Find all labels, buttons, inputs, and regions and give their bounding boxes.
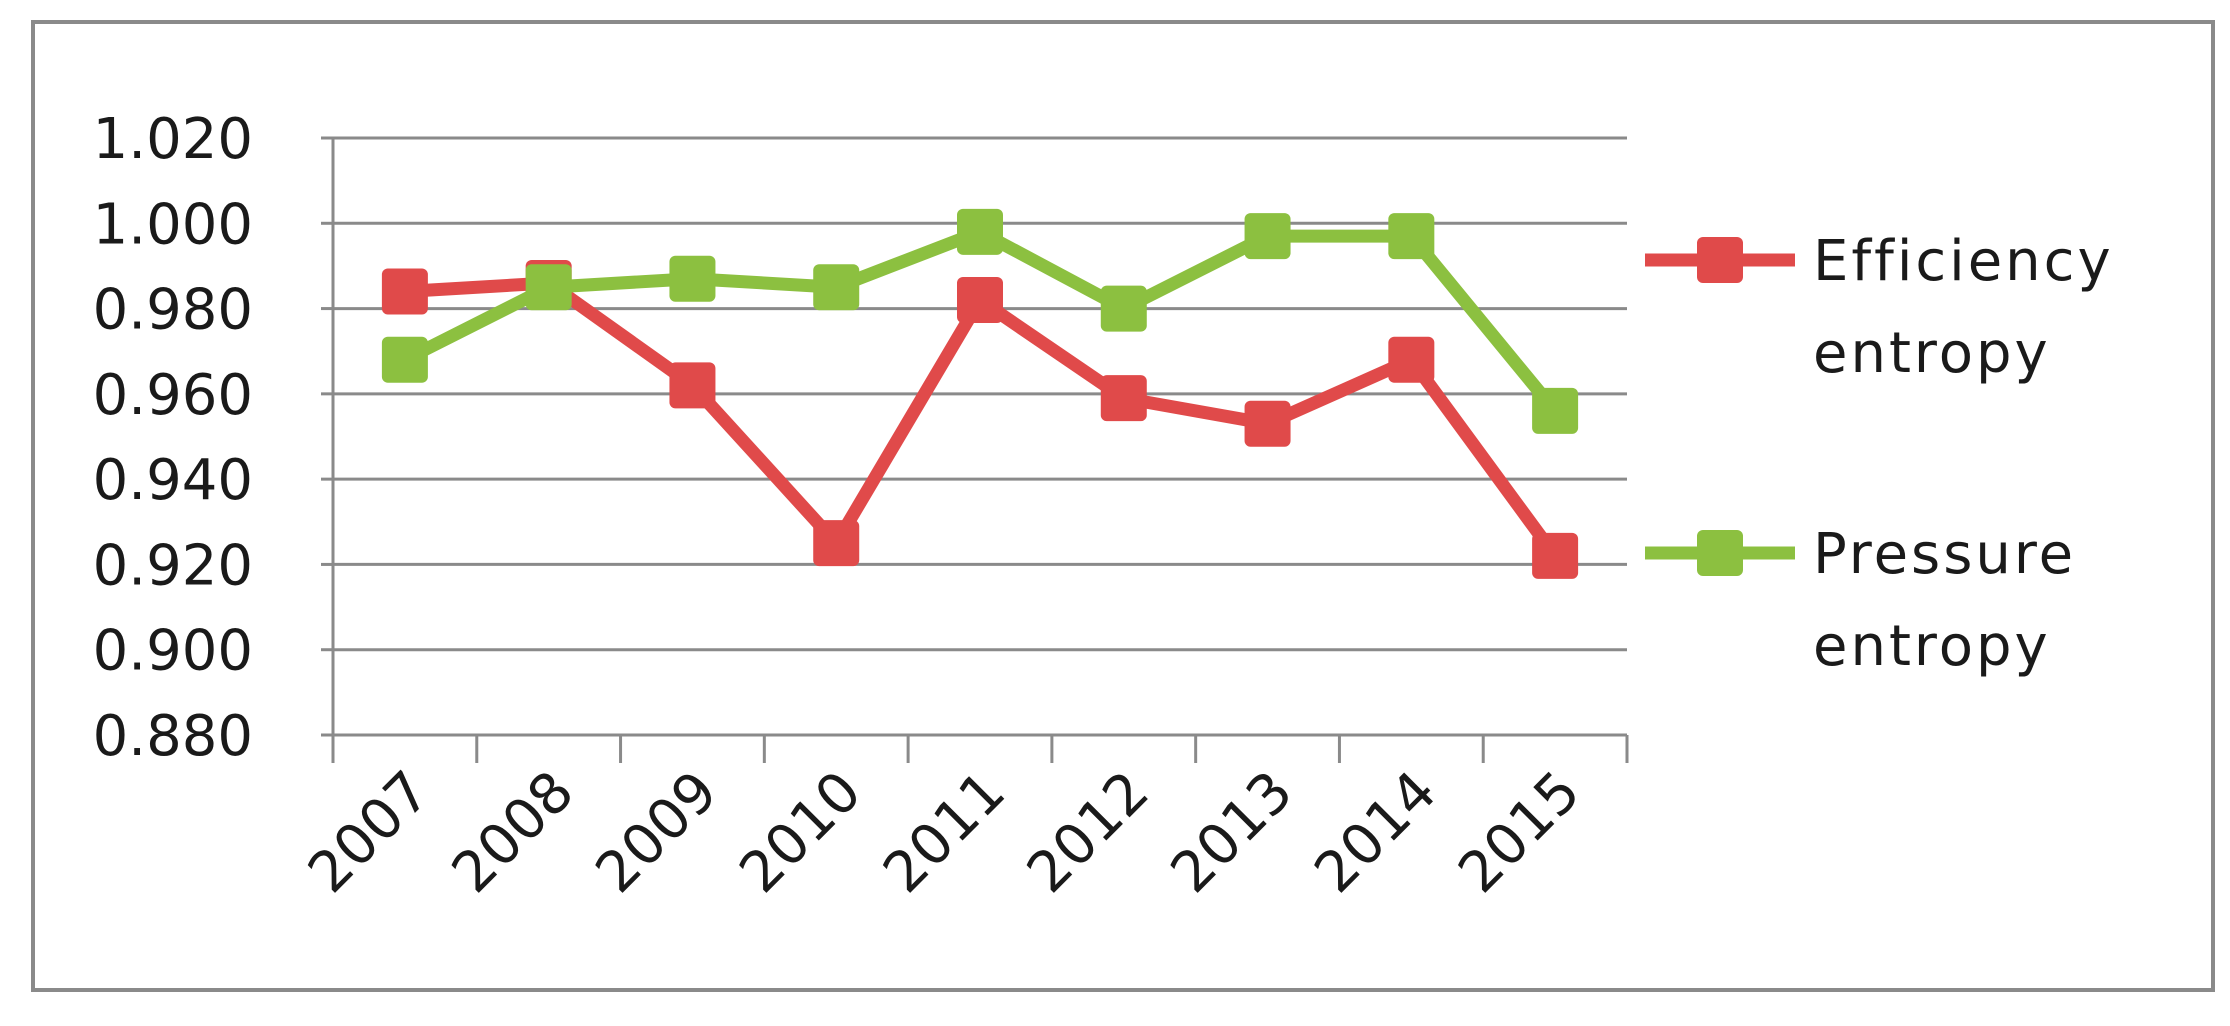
- series-lines: [381, 208, 1579, 579]
- data-point-marker: [957, 208, 1003, 255]
- data-point-marker: [1100, 375, 1147, 422]
- y-tick-label: 0.940: [93, 448, 253, 513]
- data-point-marker: [1388, 213, 1435, 260]
- data-point-marker: [1532, 387, 1579, 434]
- y-tick-label: 0.960: [93, 363, 253, 428]
- legend-label: Efficiency: [1813, 229, 2114, 294]
- data-point-marker: [1244, 400, 1291, 447]
- y-tick-label: 0.900: [93, 619, 253, 684]
- legend-label: entropy: [1813, 614, 2051, 679]
- y-tick-label: 0.980: [93, 278, 253, 343]
- data-point-marker: [669, 255, 716, 302]
- data-point-marker: [381, 336, 428, 383]
- data-point-marker: [1532, 532, 1579, 579]
- data-point-marker: [381, 268, 428, 315]
- legend: Efficiency entropy Pressure entropy: [1645, 229, 2114, 679]
- y-tick-label: 0.880: [93, 704, 253, 769]
- data-point-marker: [1100, 285, 1147, 332]
- data-point-marker: [1244, 213, 1291, 260]
- data-point-marker: [669, 362, 716, 409]
- y-tick-label: 1.000: [93, 192, 253, 257]
- chart-frame: [31, 20, 2215, 992]
- data-point-marker: [813, 264, 860, 311]
- data-point-marker: [525, 264, 572, 311]
- y-tick-label: 1.020: [93, 107, 253, 172]
- legend-label: Pressure: [1813, 522, 2076, 587]
- data-point-marker: [1388, 336, 1435, 383]
- legend-label: entropy: [1813, 321, 2051, 386]
- data-point-marker: [957, 277, 1003, 324]
- data-point-marker: [813, 520, 860, 567]
- y-tick-label: 0.920: [93, 533, 253, 598]
- legend-marker: [1697, 237, 1743, 283]
- legend-marker: [1697, 530, 1743, 576]
